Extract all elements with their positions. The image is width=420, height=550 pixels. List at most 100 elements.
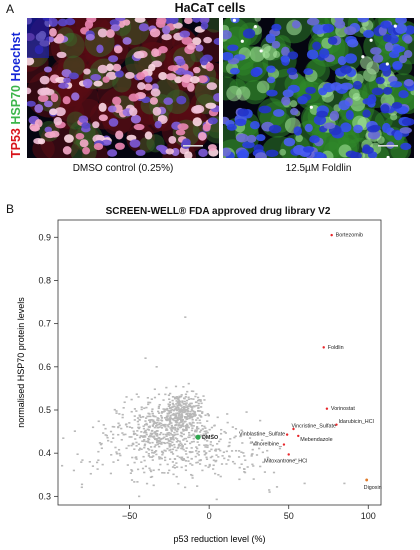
library-point — [153, 388, 156, 391]
library-point — [173, 443, 176, 446]
library-point — [132, 430, 135, 433]
nucleus — [340, 65, 352, 74]
hsp70-bright — [261, 43, 271, 53]
library-point — [169, 407, 172, 409]
library-point — [136, 420, 139, 423]
nucleus — [144, 131, 153, 140]
library-point — [180, 431, 183, 434]
library-point — [154, 451, 157, 453]
library-point — [184, 450, 187, 452]
library-point — [160, 417, 164, 419]
bright-spot — [369, 38, 373, 42]
nucleus — [205, 62, 214, 72]
library-point — [195, 427, 199, 430]
point-label-vorinostat: Vorinostat — [331, 406, 355, 412]
library-point — [238, 478, 241, 481]
library-point — [133, 448, 136, 450]
library-point — [186, 424, 189, 427]
library-point — [154, 438, 157, 441]
library-point — [174, 413, 177, 416]
nucleus — [161, 33, 172, 41]
panel-a-title: HaCaT cells — [174, 1, 246, 15]
library-point — [117, 448, 121, 451]
library-point — [159, 463, 162, 466]
library-point — [193, 411, 197, 413]
library-point — [211, 455, 214, 458]
nucleus — [230, 67, 240, 75]
library-point — [188, 450, 191, 453]
library-point — [102, 432, 105, 434]
library-point — [183, 400, 186, 403]
nucleus — [206, 82, 218, 91]
library-point — [130, 436, 133, 438]
library-point — [184, 424, 188, 427]
x-tick-label: 100 — [361, 511, 376, 521]
library-point — [185, 428, 188, 430]
library-point — [151, 412, 154, 415]
library-point — [225, 450, 228, 453]
library-point — [165, 435, 168, 437]
library-point — [142, 436, 145, 438]
library-point — [165, 428, 168, 430]
nucleus — [71, 92, 80, 101]
nucleus — [154, 120, 162, 129]
library-point — [142, 415, 145, 418]
library-point — [263, 471, 267, 473]
library-point — [237, 456, 241, 458]
hsp70-bright — [295, 134, 303, 143]
library-point — [226, 413, 229, 415]
library-point — [177, 446, 180, 449]
library-point — [171, 399, 174, 402]
library-point — [228, 455, 231, 457]
nucleus — [85, 33, 95, 41]
library-point — [168, 444, 171, 446]
nucleus — [271, 23, 282, 32]
library-point — [178, 400, 181, 403]
nucleus — [362, 109, 371, 118]
library-point — [303, 482, 306, 485]
library-point — [272, 471, 276, 474]
library-point — [181, 401, 184, 404]
nucleus — [109, 19, 120, 27]
library-point — [124, 433, 127, 436]
library-point — [249, 442, 252, 444]
library-point — [158, 442, 161, 444]
nucleus — [246, 134, 257, 143]
library-point — [133, 408, 137, 410]
library-point — [199, 399, 202, 401]
library-point — [143, 471, 146, 474]
library-point — [196, 417, 199, 419]
library-point — [164, 417, 167, 419]
library-point — [231, 426, 234, 428]
y-tick-label: 0.6 — [38, 362, 51, 372]
library-point — [168, 398, 171, 401]
library-point — [150, 449, 154, 452]
library-point — [167, 409, 170, 412]
library-point — [170, 444, 174, 447]
library-point — [275, 486, 279, 488]
nucleus — [83, 68, 91, 75]
library-point — [166, 418, 170, 420]
library-point — [147, 447, 150, 450]
library-point — [142, 427, 146, 430]
library-point — [200, 429, 203, 432]
library-point — [219, 449, 222, 452]
library-point — [150, 418, 153, 421]
library-point — [196, 426, 199, 428]
nucleus — [175, 129, 186, 136]
library-point — [192, 437, 195, 440]
library-point — [191, 451, 194, 453]
nucleus — [197, 75, 208, 84]
library-point — [164, 433, 168, 436]
library-point — [96, 468, 99, 470]
library-point — [152, 420, 155, 423]
library-point — [149, 469, 152, 471]
library-point — [179, 411, 182, 413]
library-point — [152, 452, 155, 454]
library-point — [174, 419, 177, 422]
library-point — [210, 426, 214, 429]
library-point — [182, 458, 185, 460]
point-dmso — [195, 434, 201, 440]
library-point — [294, 458, 297, 461]
library-point — [143, 438, 146, 441]
